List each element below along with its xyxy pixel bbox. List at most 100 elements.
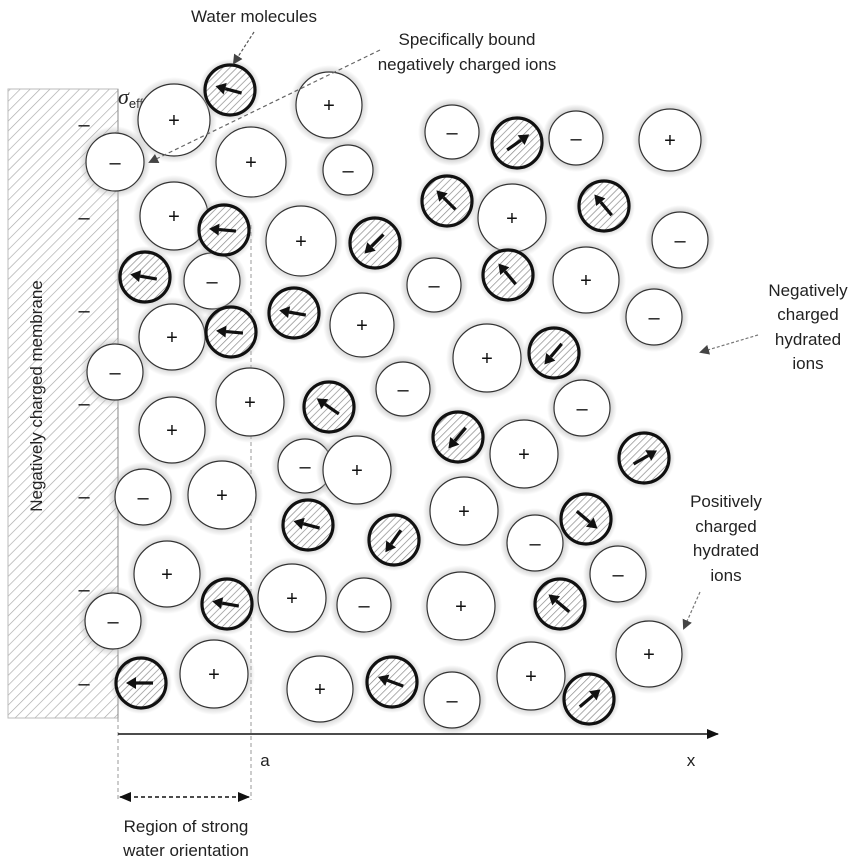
svg-text:+: +	[216, 485, 228, 507]
membrane-label: Negatively charged membrane	[27, 280, 46, 512]
positive-ion: +	[173, 633, 255, 715]
svg-text:–: –	[206, 271, 218, 293]
svg-text:+: +	[323, 95, 335, 117]
svg-text:+: +	[286, 588, 298, 610]
neg-hydrated-leader	[699, 334, 759, 355]
svg-text:–: –	[576, 398, 588, 420]
positive-ion: +	[259, 199, 343, 283]
membrane-charge-mark: –	[78, 114, 90, 136]
negative-ion: –	[542, 104, 610, 172]
svg-text:–: –	[674, 230, 686, 252]
positive-ion: +	[323, 286, 401, 364]
axis-x-label: x	[687, 751, 696, 770]
svg-text:–: –	[570, 128, 582, 150]
negative-ion: –	[79, 126, 151, 198]
positive-ion: +	[181, 454, 263, 536]
svg-text:+: +	[356, 315, 368, 337]
water-molecule	[263, 282, 325, 344]
water-molecule	[555, 488, 617, 550]
water-molecules-label: Water molecules	[191, 7, 317, 26]
membrane-charge-mark: –	[78, 393, 90, 415]
positive-ion: +	[209, 361, 291, 443]
negative-ion: –	[400, 251, 468, 319]
membrane-charges: – – – – – – –	[78, 114, 90, 695]
positive-ion: +	[483, 413, 565, 495]
region-label: Region of strong	[124, 817, 249, 836]
neg-hydrated-label-line4: ions	[792, 354, 823, 373]
svg-text:+: +	[166, 420, 178, 442]
positive-ion: +	[132, 390, 212, 470]
membrane-charge-mark: –	[78, 579, 90, 601]
water-molecule	[110, 652, 172, 714]
svg-text:+: +	[351, 460, 363, 482]
positive-ion: +	[209, 120, 293, 204]
svg-text:+: +	[458, 501, 470, 523]
svg-text:+: +	[295, 231, 307, 253]
pos-hydrated-label-line4: ions	[710, 566, 741, 585]
negative-ion: –	[619, 282, 689, 352]
svg-text:+: +	[455, 596, 467, 618]
water-molecule	[193, 199, 255, 261]
negative-ion: –	[417, 665, 487, 735]
positive-ion: +	[132, 297, 212, 377]
svg-text:–: –	[612, 564, 624, 586]
neg-hydrated-label: Negatively	[768, 281, 848, 300]
svg-text:+: +	[245, 152, 257, 174]
water-molecule	[344, 212, 406, 274]
svg-text:+: +	[314, 679, 326, 701]
positive-ion: +	[490, 635, 572, 717]
svg-text:–: –	[342, 160, 354, 182]
negative-ion: –	[78, 586, 148, 656]
negative-ion: –	[369, 355, 437, 423]
svg-text:–: –	[529, 533, 541, 555]
water-molecule	[427, 406, 489, 468]
water-molecules-leader	[232, 31, 255, 65]
water-molecule	[199, 59, 261, 121]
particles-layer: +++– –– – ++++–– – ++++––––++– ++– ++––++ – +–++ –…	[78, 59, 715, 735]
svg-text:–: –	[107, 611, 119, 633]
water-molecule	[277, 494, 339, 556]
bound-ions-leader	[148, 49, 381, 163]
pos-hydrated-label-line3: hydrated	[693, 541, 759, 560]
svg-text:+: +	[161, 564, 173, 586]
svg-text:–: –	[299, 456, 311, 478]
negative-ion: –	[547, 373, 617, 443]
svg-text:+: +	[481, 348, 493, 370]
svg-text:+: +	[166, 327, 178, 349]
svg-text:–: –	[648, 307, 660, 329]
svg-text:+: +	[643, 644, 655, 666]
positive-ion: +	[316, 429, 398, 511]
svg-text:–: –	[109, 152, 121, 174]
positive-ion: +	[423, 470, 505, 552]
svg-text:+: +	[244, 392, 256, 414]
water-molecule	[573, 175, 635, 237]
membrane-charge-mark: –	[78, 486, 90, 508]
axis-a-label: a	[260, 751, 270, 770]
svg-text:+: +	[168, 110, 180, 132]
water-molecule	[196, 573, 258, 635]
sigma-symbol: σ	[118, 84, 130, 109]
membrane-charge-mark: –	[78, 300, 90, 322]
negative-ion: –	[500, 508, 570, 578]
neg-hydrated-label-line2: charged	[777, 305, 838, 324]
positive-ion: +	[446, 317, 528, 399]
water-molecule	[298, 376, 360, 438]
water-molecule	[361, 651, 423, 713]
membrane-charge-mark: –	[78, 673, 90, 695]
negative-ion: –	[80, 337, 150, 407]
water-molecule	[523, 322, 585, 384]
water-molecule	[558, 668, 620, 730]
negative-ion: –	[645, 205, 715, 275]
positive-ion: +	[609, 614, 689, 694]
bound-ions-label: Specifically bound	[398, 30, 535, 49]
negative-ion: –	[316, 138, 380, 202]
positive-ion: +	[420, 565, 502, 647]
positive-ion: +	[251, 557, 333, 639]
water-molecule	[613, 427, 675, 489]
svg-text:+: +	[168, 206, 180, 228]
svg-text:+: +	[525, 666, 537, 688]
negative-ion: –	[108, 462, 178, 532]
svg-text:+: +	[664, 130, 676, 152]
svg-text:–: –	[358, 595, 370, 617]
